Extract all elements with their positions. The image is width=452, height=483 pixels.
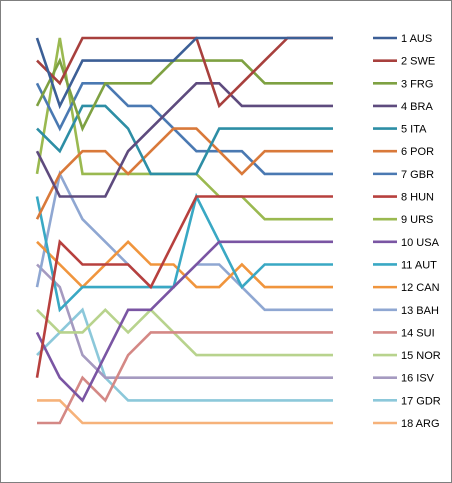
legend-label: 10 USA bbox=[401, 237, 440, 249]
series-line-15-nor bbox=[36, 307, 333, 357]
legend: 1 AUS 2 SWE 3 FRG 4 BRA 5 ITA 6 POR 7 GBR 8 HUN… bbox=[373, 33, 441, 430]
series-line-17-gdr bbox=[36, 307, 333, 402]
legend-label: 1 AUS bbox=[401, 33, 432, 45]
legend-label: 7 GBR bbox=[401, 169, 434, 181]
legend-label: 6 POR bbox=[401, 146, 434, 158]
series-line-10-usa bbox=[35, 240, 333, 403]
legend-label: 11 AUT bbox=[401, 259, 437, 271]
legend-label: 3 FRG bbox=[401, 78, 433, 90]
series-line-18-arg bbox=[37, 399, 333, 425]
legend-label: 5 ITA bbox=[401, 124, 427, 136]
series-line-6-por bbox=[35, 127, 333, 220]
series-line-8-hun bbox=[35, 195, 333, 378]
legend-label: 12 CAN bbox=[401, 282, 440, 294]
series-line-1-aus bbox=[35, 36, 333, 110]
legend-label: 8 HUN bbox=[401, 192, 434, 204]
series-line-2-swe bbox=[36, 36, 333, 109]
legend-label: 14 SUI bbox=[401, 327, 435, 339]
legend-label: 17 GDR bbox=[401, 395, 441, 407]
legend-label: 15 NOR bbox=[401, 350, 441, 362]
legend-label: 18 ARG bbox=[401, 418, 440, 430]
series-line-16-isv bbox=[36, 263, 333, 380]
series-line-11-aut bbox=[35, 192, 333, 313]
legend-label: 2 SWE bbox=[401, 56, 435, 68]
series-line-5-ita bbox=[36, 104, 333, 176]
series-line-14-sui bbox=[37, 331, 333, 425]
series-line-7-gbr bbox=[35, 82, 333, 176]
legend-label: 9 URS bbox=[401, 214, 433, 226]
series-line-3-frg bbox=[35, 57, 333, 132]
legend-label: 13 BAH bbox=[401, 305, 439, 317]
legend-label: 16 ISV bbox=[401, 373, 435, 385]
legend-label: 4 BRA bbox=[401, 101, 433, 113]
series-lines bbox=[35, 36, 333, 425]
series-line-4-bra bbox=[35, 82, 333, 198]
